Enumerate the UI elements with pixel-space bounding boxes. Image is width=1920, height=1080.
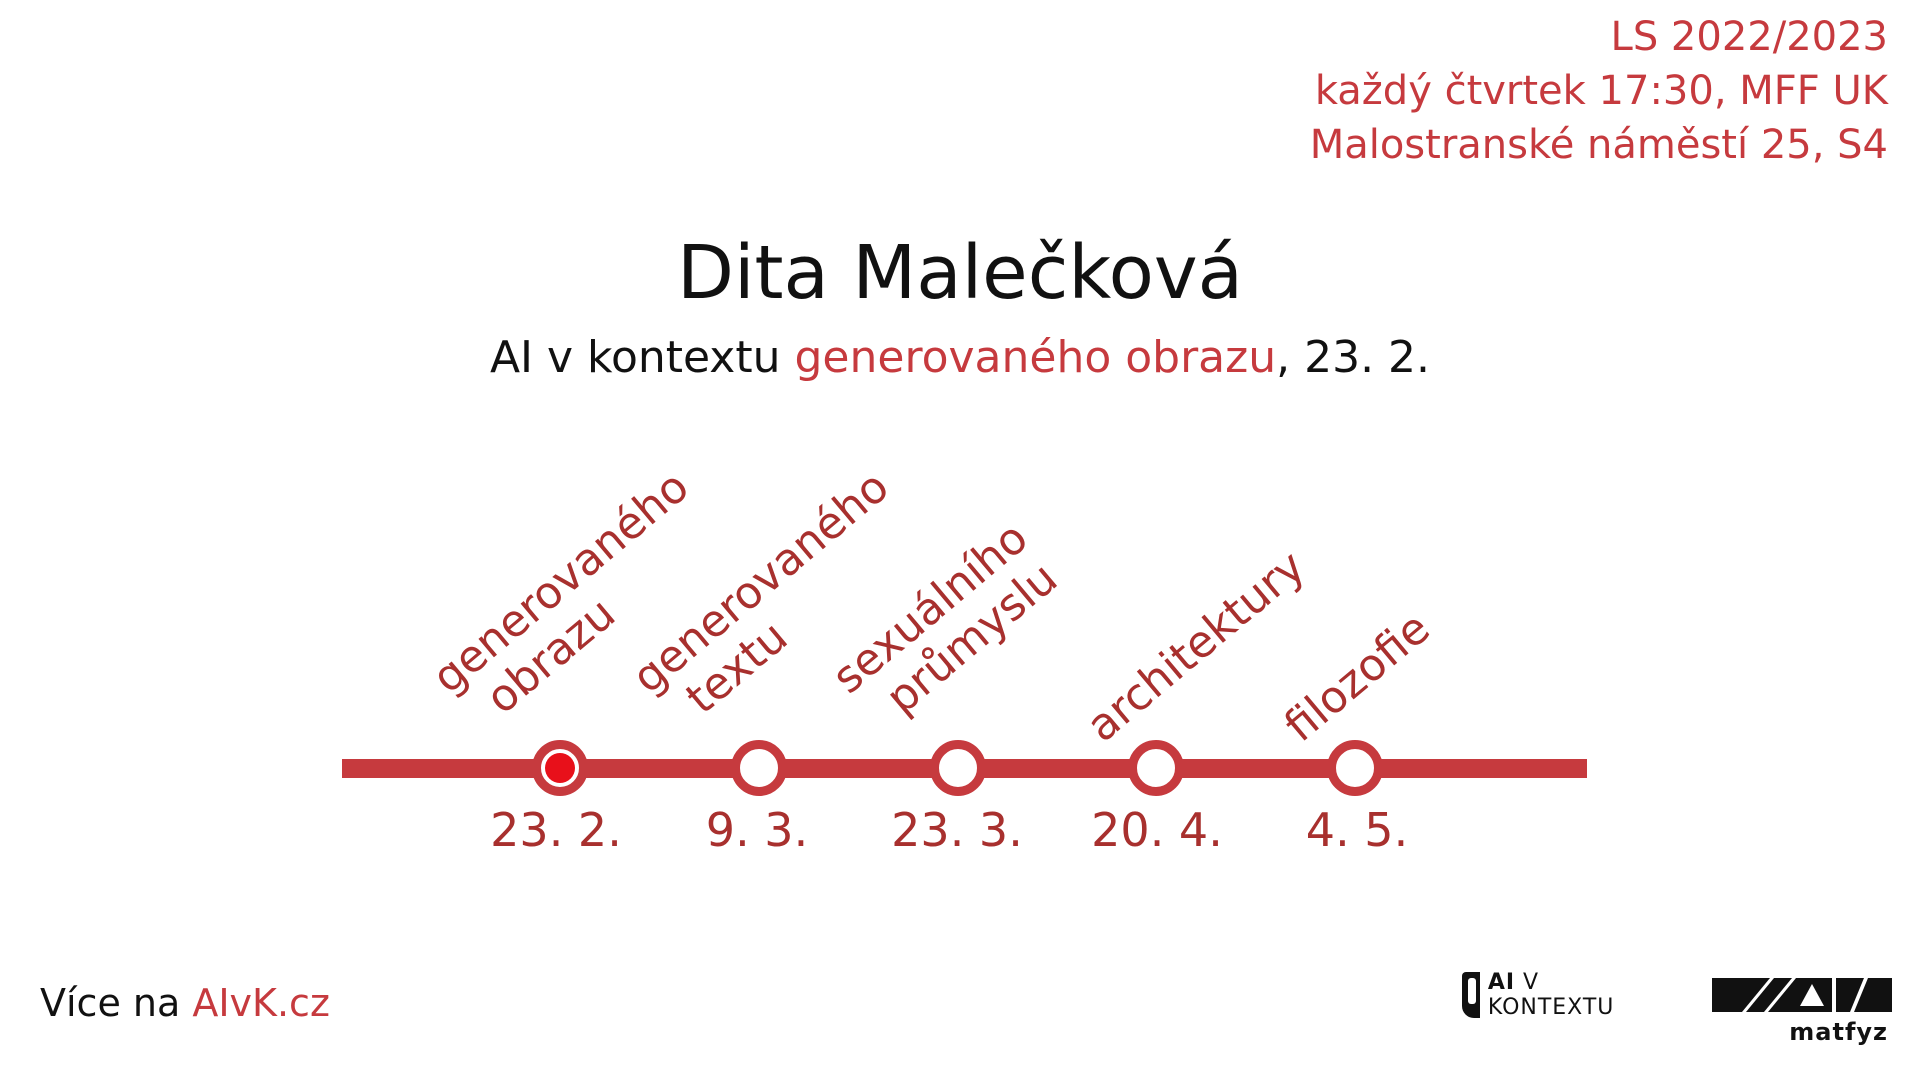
footer-more-info: Více na AIvK.cz bbox=[40, 978, 330, 1028]
ai-logo-text: AI V KONTEXTU bbox=[1488, 970, 1672, 1020]
timeline-date: 9. 3. bbox=[705, 803, 809, 857]
talk-title-highlight: generovaného obrazu bbox=[794, 332, 1277, 383]
timeline-date: 23. 2. bbox=[490, 803, 622, 857]
timeline-station[interactable] bbox=[930, 740, 986, 796]
active-station-dot bbox=[545, 753, 575, 783]
timeline-topic-line1: filozofie bbox=[1275, 602, 1440, 752]
timeline-station[interactable] bbox=[532, 740, 588, 796]
timeline-station[interactable] bbox=[731, 740, 787, 796]
timeline-topic-line1: architektury bbox=[1077, 541, 1315, 752]
matfyz-logo-mark-icon bbox=[1712, 978, 1892, 1012]
timeline-date: 20. 4. bbox=[1091, 803, 1223, 857]
talk-title-prefix: AI v kontextu bbox=[489, 332, 795, 383]
ai-logo-mark-icon bbox=[1462, 972, 1480, 1018]
matfyz-logo-text: matfyz bbox=[1789, 1018, 1888, 1046]
location-text: Malostranské náměstí 25, S4 bbox=[1309, 122, 1888, 168]
website-link[interactable]: AIvK.cz bbox=[192, 981, 330, 1025]
talk-title: AI v kontextu generovaného obrazu, 23. 2… bbox=[0, 330, 1920, 386]
timeline-date: 4. 5. bbox=[1305, 803, 1409, 857]
ai-v-kontextu-logo: AI V KONTEXTU bbox=[1462, 970, 1672, 1020]
schedule-text: každý čtvrtek 17:30, MFF UK bbox=[1314, 68, 1888, 114]
semester-text: LS 2022/2023 bbox=[1610, 14, 1888, 60]
ai-logo-text-bold: AI bbox=[1487, 970, 1516, 995]
talk-title-suffix: , 23. 2. bbox=[1276, 332, 1431, 383]
event-info: LS 2022/2023 každý čtvrtek 17:30, MFF UK… bbox=[1310, 10, 1888, 172]
ai-logo-text-rest: V KONTEXTU bbox=[1487, 970, 1615, 1020]
matfyz-logo: matfyz bbox=[1712, 978, 1892, 1048]
speaker-name: Dita Malečková bbox=[676, 230, 1244, 316]
timeline-station[interactable] bbox=[1327, 740, 1383, 796]
footer-prefix: Více na bbox=[40, 981, 193, 1025]
timeline-date: 23. 3. bbox=[891, 803, 1023, 857]
timeline-station[interactable] bbox=[1128, 740, 1184, 796]
